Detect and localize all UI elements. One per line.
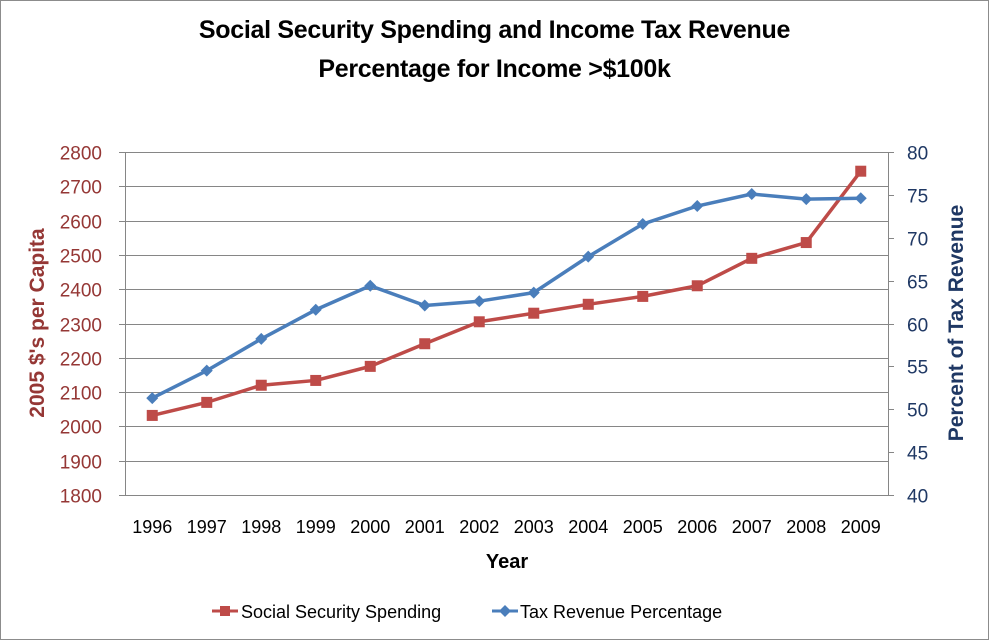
y-tick-label-left: 2300 — [60, 316, 102, 337]
y-tick-label-left: 2700 — [60, 178, 102, 199]
data-point-social-security-spending — [310, 374, 322, 386]
axes — [125, 152, 894, 496]
y-tick-label-right: 45 — [907, 444, 928, 465]
data-point-social-security-spending — [473, 316, 485, 328]
data-point-social-security-spending — [582, 298, 594, 310]
data-point-social-security-spending — [800, 237, 812, 249]
x-tick-label: 2004 — [568, 517, 608, 537]
y-tick-label-right: 65 — [907, 273, 928, 294]
data-point-tax-revenue-percentage — [309, 303, 322, 316]
y-tick-label-left: 2200 — [60, 350, 102, 371]
data-point-tax-revenue-percentage — [582, 250, 595, 263]
data-point-tax-revenue-percentage — [854, 192, 867, 205]
legend-marker-diamond-icon — [499, 605, 511, 617]
x-tick-label: 1996 — [132, 517, 172, 537]
legend-item-social-security[interactable]: Social Security Spending — [212, 602, 441, 622]
data-point-social-security-spending — [419, 338, 431, 350]
data-point-social-security-spending — [855, 165, 867, 177]
y-tick-label-left: 2800 — [60, 144, 102, 165]
legend: Social Security Spending Tax Revenue Per… — [212, 602, 722, 622]
x-tick-label: 2001 — [405, 517, 445, 537]
data-point-tax-revenue-percentage — [364, 279, 377, 292]
chart-title-line-2: Percentage for Income >$100k — [318, 55, 671, 83]
x-tick-label: 2007 — [732, 517, 772, 537]
data-point-tax-revenue-percentage — [146, 392, 159, 405]
x-axis-title: Year — [486, 551, 528, 573]
data-point-tax-revenue-percentage — [527, 286, 540, 299]
data-point-social-security-spending — [691, 280, 703, 292]
x-tick-label: 2000 — [350, 517, 390, 537]
y-tick-label-right: 50 — [907, 401, 928, 422]
data-point-tax-revenue-percentage — [200, 364, 213, 377]
data-point-social-security-spending — [146, 409, 158, 421]
gridlines — [119, 152, 888, 496]
y-tick-label-left: 2000 — [60, 418, 102, 439]
x-tick-label: 2005 — [623, 517, 663, 537]
data-point-social-security-spending — [201, 396, 213, 408]
y-axis-title-right: Percent of Tax Revenue — [945, 205, 968, 442]
data-point-tax-revenue-percentage — [418, 299, 431, 312]
legend-label-social-security: Social Security Spending — [241, 602, 441, 622]
data-point-social-security-spending — [364, 360, 376, 372]
legend-marker-square-icon — [220, 606, 230, 616]
data-point-tax-revenue-percentage — [800, 193, 813, 206]
x-tick-label: 2009 — [841, 517, 881, 537]
x-tick-label: 2002 — [459, 517, 499, 537]
y-tick-label-left: 2600 — [60, 213, 102, 234]
data-point-tax-revenue-percentage — [473, 295, 486, 308]
data-point-tax-revenue-percentage — [255, 332, 268, 345]
data-point-social-security-spending — [255, 379, 267, 391]
y-tick-label-left: 2400 — [60, 281, 102, 302]
series-group — [146, 165, 867, 421]
legend-item-tax-revenue[interactable]: Tax Revenue Percentage — [492, 602, 722, 622]
chart-title-line-1: Social Security Spending and Income Tax … — [198, 16, 791, 44]
y-tick-label-right: 40 — [907, 487, 928, 508]
legend-label-tax-revenue: Tax Revenue Percentage — [520, 602, 722, 622]
x-tick-label: 2008 — [786, 517, 826, 537]
y-tick-label-right: 80 — [907, 144, 928, 165]
data-point-tax-revenue-percentage — [636, 218, 649, 231]
y-tick-label-right: 75 — [907, 187, 928, 208]
data-point-social-security-spending — [746, 252, 758, 264]
y-tick-label-left: 2100 — [60, 384, 102, 405]
data-point-social-security-spending — [528, 307, 540, 319]
data-point-tax-revenue-percentage — [691, 200, 704, 213]
y-tick-label-right: 55 — [907, 358, 928, 379]
data-point-tax-revenue-percentage — [745, 188, 758, 201]
y-tick-label-left: 2500 — [60, 247, 102, 268]
y-tick-label-left: 1800 — [60, 487, 102, 508]
x-tick-label: 1997 — [187, 517, 227, 537]
y-tick-label-left: 1900 — [60, 453, 102, 474]
x-tick-label: 2003 — [514, 517, 554, 537]
tick-labels: 1800 1900 2000 2100 2200 2300 2400 2500 2600 2700… — [60, 144, 928, 538]
y-tick-label-right: 70 — [907, 230, 928, 251]
data-point-social-security-spending — [637, 290, 649, 302]
x-tick-label: 1999 — [296, 517, 336, 537]
y-tick-label-right: 60 — [907, 316, 928, 337]
x-tick-label: 2006 — [677, 517, 717, 537]
series-line-social-security-spending — [151, 170, 863, 418]
y-axis-title-left: 2005 $'s per Capita — [26, 228, 49, 418]
series-line-tax-revenue-percentage — [151, 192, 861, 400]
x-tick-label: 1998 — [241, 517, 281, 537]
